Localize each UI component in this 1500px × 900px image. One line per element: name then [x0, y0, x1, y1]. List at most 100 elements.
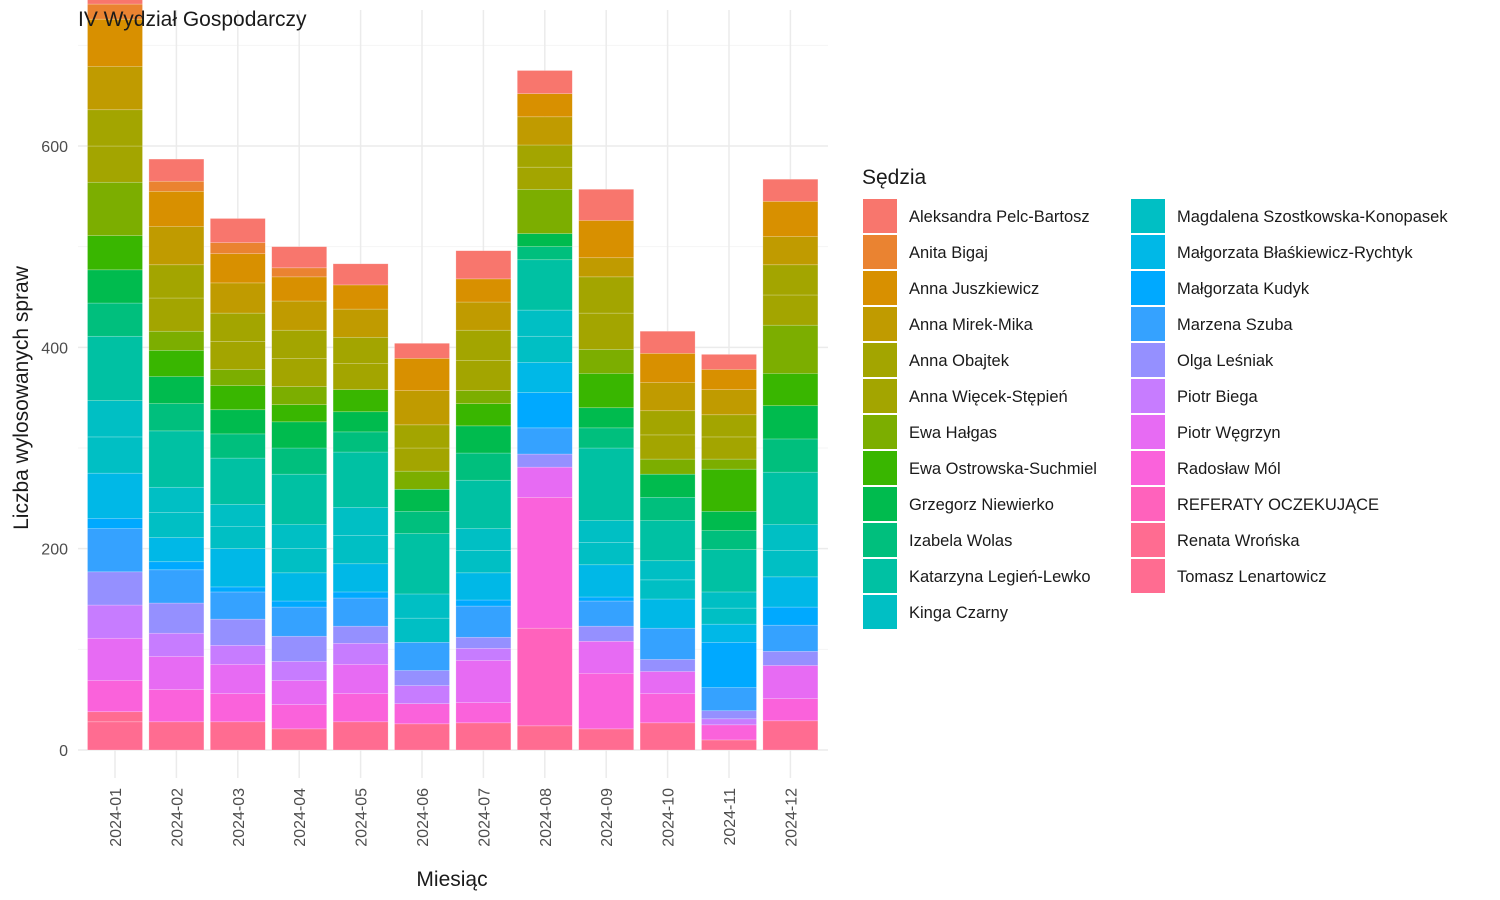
bar-segment: [762, 576, 819, 608]
legend: Aleksandra Pelc-Bartosz Anita Bigaj Anna J…: [863, 199, 1448, 629]
bar-segment: [87, 400, 143, 438]
bar-segment: [578, 276, 635, 314]
legend-key: [863, 523, 897, 557]
bar-segment: [148, 180, 205, 192]
bar-segment: [271, 267, 328, 278]
bar-segment: [578, 188, 635, 221]
bar-segment: [148, 689, 205, 723]
bar-segment: [394, 358, 450, 391]
legend-label: Aleksandra Pelc-Bartosz: [909, 208, 1090, 226]
bar-segment: [271, 447, 328, 475]
bar-segment: [148, 264, 205, 299]
legend-key: [1131, 379, 1165, 413]
legend-key: [1131, 559, 1165, 593]
legend-label: Marzena Szuba: [1177, 316, 1293, 334]
bar-segment: [762, 606, 819, 626]
legend-key: [1131, 235, 1165, 269]
x-tick-label: 2024-05: [354, 788, 371, 847]
legend-label: Magdalena Szostkowska-Konopasek: [1177, 208, 1448, 226]
bar-segment: [578, 640, 635, 674]
bar-segment: [578, 447, 635, 521]
bar-segment: [332, 431, 389, 453]
legend-label: Ewa Hałgas: [909, 424, 997, 442]
bar-segment: [762, 471, 819, 525]
bar-segment: [516, 188, 573, 234]
bar-segment: [455, 278, 512, 303]
bar-segment: [148, 721, 205, 751]
bar-segment: [639, 458, 696, 475]
bar-segment: [762, 438, 819, 473]
bar-segment: [639, 598, 696, 629]
bar-segment: [762, 651, 819, 666]
legend-label: Izabela Wolas: [909, 532, 1012, 550]
bar-segment: [455, 702, 512, 724]
bar-segment: [701, 354, 757, 370]
bar-segment: [271, 524, 328, 549]
legend-key: [1131, 199, 1165, 233]
x-axis-title: Miesiąc: [416, 868, 487, 891]
legend-label: Grzegorz Niewierko: [909, 496, 1054, 514]
bar-segment: [87, 518, 143, 529]
legend-key: [863, 235, 897, 269]
y-tick-label: 600: [41, 139, 68, 156]
bar-segment: [762, 236, 819, 266]
x-tick-label: 2024-07: [476, 788, 493, 847]
bar-segment: [701, 687, 757, 712]
bar-segment: [332, 451, 389, 508]
legend-key: [863, 343, 897, 377]
legend-key: [1131, 451, 1165, 485]
bar-segment: [394, 641, 450, 671]
bar-segment: [394, 593, 450, 619]
x-tick-label: 2024-01: [108, 788, 125, 847]
x-tick-label: 2024-08: [538, 788, 555, 847]
bar-segment: [332, 507, 389, 536]
bar-segment: [578, 349, 635, 374]
bar-segment: [455, 722, 512, 751]
legend-key: [863, 379, 897, 413]
bar-segment: [394, 511, 450, 534]
bar-segment: [516, 627, 573, 727]
x-tick-label: 2024-04: [292, 788, 309, 847]
bar-segment: [394, 488, 450, 512]
bar-segment: [762, 294, 819, 326]
y-tick-label: 400: [41, 340, 68, 357]
bar-segment: [87, 18, 143, 67]
bar-segment: [87, 109, 143, 147]
bar-segment: [87, 302, 143, 337]
bar-segment: [332, 263, 389, 286]
bar-segment: [210, 433, 266, 459]
bar-segment: [148, 430, 205, 488]
legend-key: [1131, 487, 1165, 521]
bar-segment: [578, 596, 635, 602]
bar-segment: [455, 329, 512, 361]
bar-segment: [516, 427, 573, 455]
bar-segment: [455, 660, 512, 703]
bar-segment: [87, 528, 143, 573]
bar-segment: [332, 284, 389, 310]
bars: [87, 0, 819, 751]
bar-segment: [455, 301, 512, 331]
bar-segment: [394, 470, 450, 490]
bar-segment: [455, 599, 512, 607]
bar-segment: [148, 486, 205, 513]
bar-segment: [701, 530, 757, 550]
bar-segment: [271, 661, 328, 681]
legend-key: [1131, 307, 1165, 341]
bar-segment: [148, 561, 205, 571]
bar-segment: [210, 504, 266, 527]
bar-segment: [516, 335, 573, 363]
bar-segment: [87, 571, 143, 606]
bar-segment: [455, 636, 512, 649]
bar-segment: [455, 452, 512, 481]
legend-key: [863, 487, 897, 521]
bar-segment: [332, 308, 389, 338]
bar-segment: [210, 586, 266, 593]
bar-segment: [210, 457, 266, 505]
bar-segment: [210, 664, 266, 694]
bar-segment: [148, 632, 205, 657]
bar-segment: [762, 550, 819, 578]
legend-label: Anna Juszkiewicz: [909, 280, 1039, 298]
bar-segment: [455, 605, 512, 638]
x-tick-label: 2024-02: [169, 788, 186, 847]
bar-segment: [87, 472, 143, 519]
